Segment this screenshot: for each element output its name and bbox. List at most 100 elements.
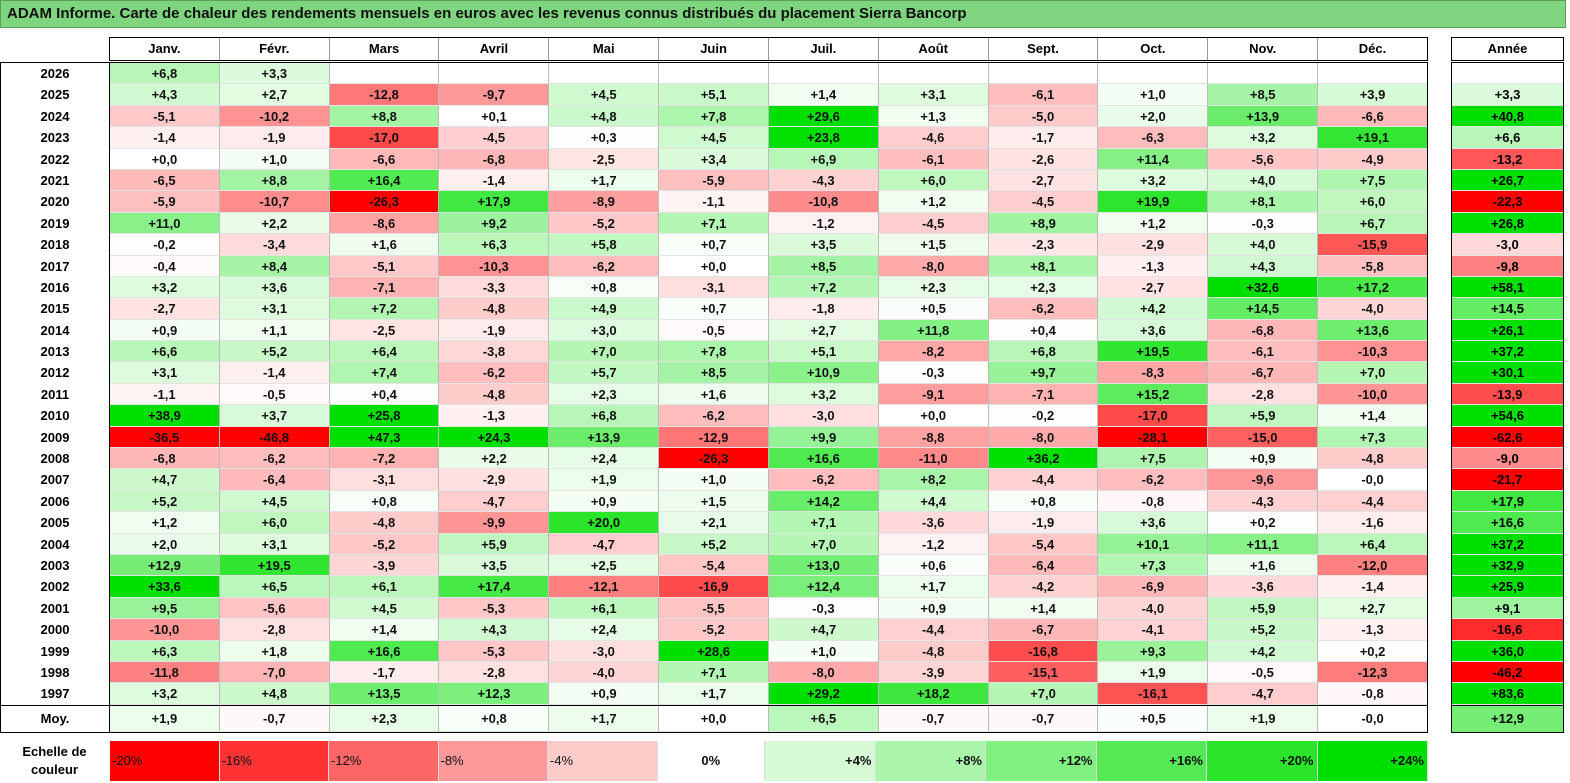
heatmap-cell: +13,9 [549,426,660,449]
heatmap-cell: -6,4 [988,554,1099,577]
annual-cell: -22,3 [1452,191,1563,213]
heatmap-cell: +2,5 [549,554,660,577]
annual-header: Année [1451,37,1564,61]
heatmap-cell: -0,2 [988,405,1099,427]
heatmap-cell: +3,2 [1208,127,1319,149]
heatmap-cell: +8,8 [219,169,330,192]
heatmap-cell: +4,0 [1208,234,1319,256]
heatmap-cell: -5,1 [329,255,440,277]
heatmap-cell: -11,8 [110,661,220,684]
heatmap-cell: -0,3 [878,362,989,384]
heatmap-cell: +5,7 [549,362,660,384]
heatmap-cell: +3,9 [1318,84,1427,106]
heatmap-cell: -4,7 [1208,683,1319,705]
heatmap-cell: -6,2 [549,255,660,277]
year-label: 2021 [1,169,110,192]
heatmap-cell: -0,0 [1318,469,1427,491]
heatmap-cell: -9,9 [439,512,550,534]
heatmap-cell: -28,1 [1098,426,1209,449]
heatmap-cell: +32,6 [1208,276,1319,299]
month-header-10: Oct. [1098,38,1209,60]
heatmap-cell: -0,5 [219,383,330,406]
heatmap-cell: -5,2 [329,533,440,555]
heatmap-cell: +2,7 [219,84,330,106]
heatmap-cell: -4,8 [1318,448,1427,470]
heatmap-cell: -1,4 [1318,576,1427,598]
heatmap-cell: +3,3 [219,63,330,85]
heatmap-cell: -9,6 [1208,469,1319,491]
heatmap-cell: +3,5 [439,554,550,577]
heatmap-cell: -1,4 [110,127,220,149]
heatmap-cell: +2,2 [219,212,330,235]
chart-title: ADAM Informe. Carte de chaleur des rende… [0,0,1566,28]
heatmap-cell: +1,2 [878,191,989,213]
heatmap-cell: +1,6 [329,234,440,256]
table-row: 1997 +3,2 +4,8 +13,5 +12,3 +0,9 +1,7 +29,2 +18,2… [1,683,1427,705]
heatmap-cell: -3,8 [439,341,550,363]
average-annual-cell: +12,9 [1451,705,1564,733]
scale-swatch: -8% [438,741,548,781]
heatmap-cell: +8,1 [1208,191,1319,213]
heatmap-cell: -2,8 [219,619,330,641]
heatmap-cell: -15,9 [1318,234,1427,256]
month-header-7: Juil. [769,38,879,60]
heatmap-cell: +3,2 [768,383,879,406]
heatmap-cell: +8,2 [878,469,989,491]
month-header-9: Sept. [989,38,1099,60]
year-label: 2013 [1,341,110,363]
heatmap-cell: +19,5 [1098,341,1209,363]
annual-cell: -62,6 [1452,426,1563,449]
heatmap-cell: -6,2 [439,362,550,384]
heatmap-cell: +4,8 [549,105,660,128]
heatmap-cell: -9,1 [878,383,989,406]
annual-cell: +26,1 [1452,319,1563,342]
heatmap-cell: +1,5 [659,490,769,513]
annual-cell: -13,9 [1452,383,1563,406]
heatmap-cell: +6,0 [1318,191,1427,213]
heatmap-cell: +0,5 [878,298,989,320]
annual-cell: +37,2 [1452,341,1563,363]
month-header-5: Mai [549,38,660,60]
heatmap-cell: -3,3 [439,276,550,299]
heatmap-cell: +1,4 [768,84,879,106]
heatmap-cell: +1,7 [549,169,660,192]
heatmap-cell: -4,0 [549,661,660,684]
annual-cell: -16,6 [1452,619,1563,641]
month-header-12: Déc. [1358,41,1387,56]
heatmap-cell: -8,2 [878,341,989,363]
heatmap-cell: -2,8 [439,661,550,684]
heatmap-cell: -2,9 [1098,234,1209,256]
heatmap-cell: +3,1 [110,362,220,384]
year-label: 2020 [1,191,110,213]
heatmap-cell: -26,3 [659,448,769,470]
heatmap-cell: -4,6 [878,127,989,149]
annual-cell: -9,8 [1452,255,1563,277]
annual-cell: +26,7 [1452,169,1563,192]
heatmap-cell: +3,0 [549,319,660,342]
heatmap-cell: +17,9 [439,191,550,213]
annual-cell: +37,2 [1452,533,1563,555]
heatmap-cell: +2,4 [549,448,660,470]
heatmap-cell: -11,0 [878,448,989,470]
heatmap-cell: -7,2 [329,448,440,470]
average-cell: +1,9 [110,706,220,732]
heatmap-cell: +0,8 [988,490,1099,513]
heatmap-cell: +5,2 [219,341,330,363]
heatmap-cell: +4,7 [110,469,220,491]
heatmap-cell: -4,5 [988,191,1099,213]
heatmap-cell: +4,5 [329,597,440,620]
heatmap-cell: +9,2 [439,212,550,235]
heatmap-cell: -1,1 [110,383,220,406]
heatmap-cell: -9,7 [439,84,550,106]
heatmap-cell: +0,9 [1208,448,1319,470]
heatmap-cell: +1,0 [659,469,769,491]
table-row: 2021 -6,5 +8,8 +16,4 -1,4 +1,7 -5,9 -4,3 +6,0 -2,… [1,169,1427,192]
year-label: 2023 [1,127,110,149]
heatmap-cell: +6,3 [110,640,220,662]
heatmap-cell [768,63,879,85]
heatmap-cell: +11,0 [110,212,220,235]
heatmap-cell: -4,4 [878,619,989,641]
scale-swatch: -20% [110,741,220,781]
heatmap-cell: -4,0 [1098,597,1209,620]
heatmap-cell: -6,1 [878,148,989,170]
